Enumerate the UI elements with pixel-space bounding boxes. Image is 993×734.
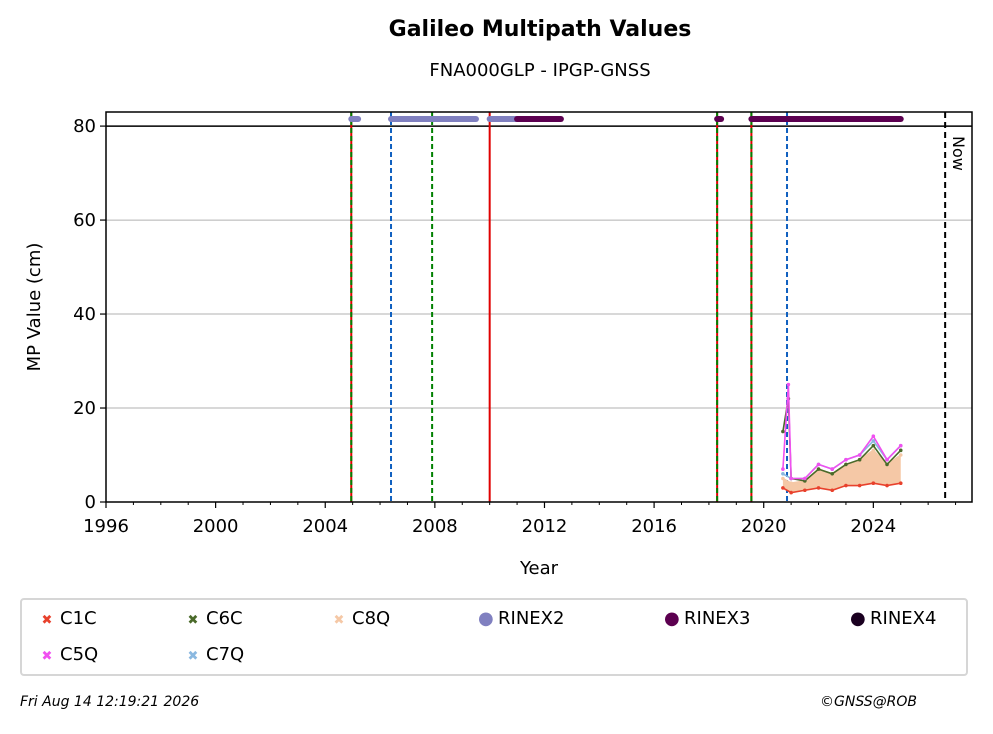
data-point-c5q	[789, 476, 793, 481]
x-tick-label: 2008	[412, 516, 458, 537]
legend-item-c6c: ✖ C6C	[186, 608, 243, 629]
legend-marker: ✖	[187, 613, 199, 628]
data-point-c5q	[898, 443, 903, 448]
data-point-c6c	[781, 429, 785, 434]
y-tick-label: 20	[73, 398, 96, 419]
legend-label: C8Q	[352, 608, 391, 629]
plot-area: Now 0 20 40 60 80 1996 2000 2004 2008 2012 2016 2020…	[24, 111, 973, 579]
data-point-c1c	[789, 490, 793, 495]
legend-label: RINEX2	[498, 608, 565, 629]
x-tick-label: 2016	[631, 516, 677, 537]
chart-subtitle: FNA000GLP - IPGP-GNSS	[429, 60, 651, 81]
x-tick-label: 2004	[302, 516, 348, 537]
legend-label: C1C	[60, 608, 97, 629]
data-point-c8q	[789, 481, 793, 486]
data-point-c5q	[781, 467, 785, 471]
legend-item-c7q: ✖ C7Q	[186, 644, 245, 665]
data-point-c1c	[898, 481, 903, 486]
data-point-c6c	[898, 448, 903, 453]
data-point-c1c	[803, 488, 807, 493]
data-point-c5q	[803, 476, 807, 481]
data-point-c6c	[830, 472, 835, 476]
x-tick-label: 2000	[193, 516, 239, 537]
legend-marker: ✖	[41, 649, 53, 664]
data-point-c5q	[786, 382, 791, 387]
data-point-c5q	[885, 457, 889, 462]
legend-item-c1c: ✖ C1C	[40, 608, 97, 629]
copyright: ©GNSS@ROB	[820, 694, 917, 710]
x-tick-label: 2012	[522, 516, 568, 537]
legend-marker: ✖	[187, 649, 199, 664]
data-point-c5q	[857, 453, 862, 457]
legend-label: RINEX3	[684, 608, 751, 629]
legend-marker: ✖	[333, 613, 345, 628]
x-tick-label: 2020	[741, 516, 787, 537]
data-point-c6c	[857, 457, 862, 462]
legend-item-rinex3: ● RINEX3	[664, 608, 750, 629]
legend-marker: ●	[850, 608, 866, 629]
timestamp: Fri Aug 14 12:19:21 2026	[20, 694, 200, 710]
y-tick-label: 60	[73, 210, 96, 231]
data-point-c1c	[816, 486, 821, 490]
now-label: Now	[949, 136, 968, 171]
data-point-c7q	[781, 472, 785, 476]
data-point-c1c	[781, 486, 785, 490]
data-point-c8q	[781, 476, 785, 481]
legend-item-rinex2: ● RINEX2	[478, 608, 564, 629]
legend-item-c8q: ✖ C8Q	[332, 608, 391, 629]
legend-marker: ●	[478, 608, 494, 629]
data-point-c1c	[885, 483, 889, 488]
data-point-c1c	[830, 488, 835, 493]
y-axis-label: MP Value (cm)	[24, 243, 45, 372]
axes-frame	[105, 111, 973, 503]
x-tick-label: 1996	[83, 516, 129, 537]
data-point-c5q	[816, 462, 821, 467]
data-point-c5q	[871, 434, 876, 439]
data-point-c6c	[885, 462, 889, 467]
data-point-c6c	[871, 443, 876, 448]
data-point-c1c	[844, 483, 848, 488]
legend-marker: ✖	[41, 613, 53, 628]
data-point-c1c	[857, 483, 862, 488]
data-point-c7q	[871, 439, 876, 443]
legend-label: C6C	[206, 608, 243, 629]
legend-label: C5Q	[60, 644, 99, 665]
y-tick-label: 40	[73, 304, 96, 325]
chart-title: Galileo Multipath Values	[388, 17, 692, 42]
legend: ✖ C1C ✖ C6C ✖ C8Q ● RINEX2 ● RINEX3 ● RINEX4 ✖ C5Q ✖ C7…	[20, 598, 968, 676]
x-tick-label: 2024	[850, 516, 896, 537]
legend-label: C7Q	[206, 644, 245, 665]
data-point-c1c	[871, 481, 876, 486]
data-point-c6c	[844, 462, 848, 467]
data-point-c5q	[830, 467, 835, 471]
data-point-c8q	[898, 453, 903, 457]
data-point-c5q	[844, 457, 848, 462]
y-tick-label: 80	[73, 116, 96, 137]
y-tick-label: 0	[85, 492, 96, 513]
legend-item-c5q: ✖ C5Q	[40, 644, 99, 665]
legend-item-rinex4: ● RINEX4	[850, 608, 936, 629]
series-line-c1c	[782, 482, 901, 494]
data-point-c6c	[816, 467, 821, 471]
legend-marker: ●	[664, 608, 680, 629]
legend-label: RINEX4	[870, 608, 937, 629]
data-point-c8q	[871, 448, 876, 453]
series-area-c8q	[782, 450, 901, 493]
x-axis-label: Year	[519, 558, 559, 579]
